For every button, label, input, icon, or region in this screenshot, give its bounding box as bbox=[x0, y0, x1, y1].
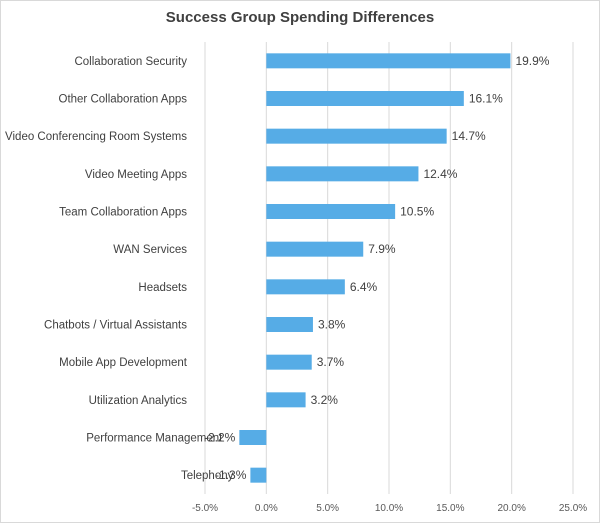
x-tick-label: 20.0% bbox=[497, 503, 525, 514]
category-label: WAN Services bbox=[113, 244, 187, 256]
bar bbox=[239, 430, 267, 445]
value-label: -1.3% bbox=[215, 468, 247, 482]
category-labels: Collaboration Security Other Collaboratio… bbox=[5, 56, 234, 482]
value-label: -2.2% bbox=[204, 431, 236, 445]
bar bbox=[250, 467, 267, 483]
bar bbox=[266, 279, 345, 295]
x-tick-label: 0.0% bbox=[255, 503, 278, 514]
category-label: Video Conferencing Room Systems bbox=[5, 131, 187, 143]
value-label: 7.9% bbox=[368, 242, 396, 256]
value-label: 3.8% bbox=[318, 318, 346, 332]
category-label: Collaboration Security bbox=[74, 56, 187, 68]
category-label: Team Collaboration Apps bbox=[59, 207, 187, 219]
x-tick-label: 5.0% bbox=[316, 503, 339, 514]
bar bbox=[266, 317, 313, 332]
value-label: 3.7% bbox=[317, 355, 345, 369]
gridlines bbox=[204, 42, 574, 494]
bar bbox=[266, 53, 511, 69]
category-label: Performance Management bbox=[86, 433, 223, 445]
value-label: 10.5% bbox=[400, 205, 434, 219]
value-labels: 19.9% 16.1% 14.7% 12.4% 10.5% 7.9% 6.4% 3.8% 3.7… bbox=[204, 54, 550, 482]
bar bbox=[266, 91, 464, 106]
bar bbox=[266, 128, 447, 144]
category-label: Headsets bbox=[138, 282, 187, 294]
category-label: Chatbots / Virtual Assistants bbox=[44, 320, 187, 332]
bar bbox=[266, 241, 364, 257]
x-tick-label: 15.0% bbox=[436, 503, 464, 514]
category-label: Video Meeting Apps bbox=[85, 169, 187, 181]
value-label: 19.9% bbox=[515, 54, 549, 68]
bar bbox=[266, 166, 419, 182]
x-tick-label: 10.0% bbox=[375, 503, 403, 514]
value-label: 16.1% bbox=[469, 92, 503, 106]
bar bbox=[266, 392, 306, 408]
chart-title: Success Group Spending Differences bbox=[165, 9, 435, 26]
category-label: Utilization Analytics bbox=[89, 395, 188, 407]
x-tick-labels: -5.0% 0.0% 5.0% 10.0% 15.0% 20.0% 25.0% bbox=[192, 503, 587, 514]
x-tick-label: -5.0% bbox=[192, 503, 218, 514]
value-label: 14.7% bbox=[452, 129, 486, 143]
value-label: 3.2% bbox=[311, 393, 339, 407]
category-label: Mobile App Development bbox=[59, 357, 188, 369]
category-label: Telephony bbox=[181, 470, 234, 482]
x-tick-label: 25.0% bbox=[559, 503, 587, 514]
bar bbox=[266, 204, 396, 219]
value-label: 12.4% bbox=[423, 167, 457, 181]
value-label: 6.4% bbox=[350, 280, 378, 294]
category-label: Other Collaboration Apps bbox=[59, 94, 188, 106]
bar bbox=[266, 354, 312, 370]
bars bbox=[239, 53, 511, 483]
